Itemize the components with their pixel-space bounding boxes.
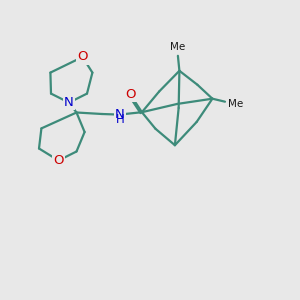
Text: N: N <box>115 108 125 121</box>
Text: N: N <box>64 96 74 109</box>
Text: O: O <box>125 88 136 101</box>
Text: Me: Me <box>170 42 185 52</box>
Text: O: O <box>77 50 88 64</box>
Text: O: O <box>53 154 64 167</box>
Text: Me: Me <box>228 99 243 109</box>
Text: H: H <box>116 113 124 127</box>
